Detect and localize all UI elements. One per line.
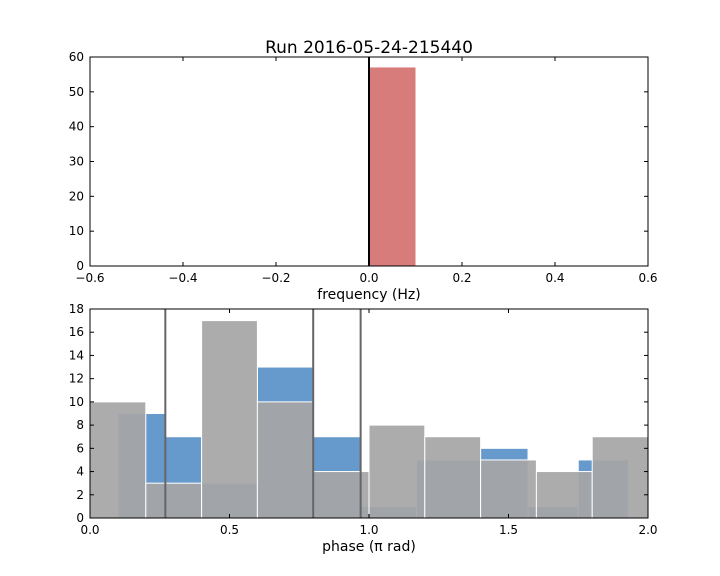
phase-bar-gray-6 [424,436,482,519]
x-tick-label-1: −0.4 [168,271,197,285]
phase-reference-lines [164,309,362,518]
phase-histogram-panel: 0.0 0.5 1.0 1.5 2.0 0 2 4 6 8 10 12 14 16 18 phase (π… [69,302,658,555]
phase-bars-gray [89,320,649,519]
frequency-y-ticks: 0 10 20 30 40 50 60 [69,50,648,273]
x-tick-label-0: −0.6 [75,271,104,285]
phase-bar-gray-5 [368,424,426,519]
x-tick-label-4: 0.2 [452,271,471,285]
y-tick-label-8: 16 [69,325,84,339]
x-tick-label-3: 1.5 [499,523,518,537]
frequency-bars [369,67,416,266]
x-tick-label-6: 0.6 [638,271,657,285]
x-tick-label-4: 2.0 [638,523,657,537]
y-tick-label-5: 50 [69,85,84,99]
y-tick-label-6: 60 [69,50,84,64]
y-tick-label-4: 40 [69,120,84,134]
phase-y-ticks: 0 2 4 6 8 10 12 14 16 18 [69,302,648,525]
frequency-x-ticks: −0.6 −0.4 −0.2 0.0 0.2 0.4 0.6 [75,57,658,285]
phase-x-axis-label: phase (π rad) [322,539,416,555]
y-tick-label-9: 18 [69,302,84,316]
frequency-histogram-panel: Run 2016-05-24-215440 −0.6 −0.4 −0.2 0.0 0.2… [69,38,658,303]
phase-x-ticks: 0.0 0.5 1.0 1.5 2.0 [80,309,658,537]
y-tick-label-2: 20 [69,189,84,203]
chart-title: Run 2016-05-24-215440 [265,38,473,58]
frequency-bar-0 [369,67,416,266]
y-tick-label-2: 4 [76,465,84,479]
phase-bar-gray-8 [535,471,593,519]
y-tick-label-4: 8 [76,418,84,432]
x-tick-label-1: 0.5 [220,523,239,537]
y-tick-label-6: 12 [69,372,84,386]
x-tick-label-2: −0.2 [261,271,290,285]
y-tick-label-3: 6 [76,441,84,455]
y-tick-label-1: 10 [69,224,84,238]
y-tick-label-7: 14 [69,348,84,362]
frequency-x-axis-label: frequency (Hz) [317,287,420,303]
y-tick-label-3: 30 [69,155,84,169]
x-tick-label-3: 0.0 [359,271,378,285]
phase-bar-gray-7 [480,459,537,519]
x-tick-label-2: 1.0 [359,523,378,537]
x-tick-label-0: 0.0 [80,523,99,537]
x-tick-label-5: 0.4 [545,271,564,285]
y-tick-label-1: 2 [76,488,84,502]
phase-bar-gray-1 [145,482,203,519]
y-tick-label-0: 0 [76,511,84,525]
phase-bar-gray-0 [89,401,147,519]
y-tick-label-5: 10 [69,395,84,409]
phase-bar-gray-3 [256,401,314,519]
phase-bar-gray-2 [201,320,258,519]
phase-bar-gray-9 [591,436,649,519]
y-tick-label-0: 0 [76,259,84,273]
